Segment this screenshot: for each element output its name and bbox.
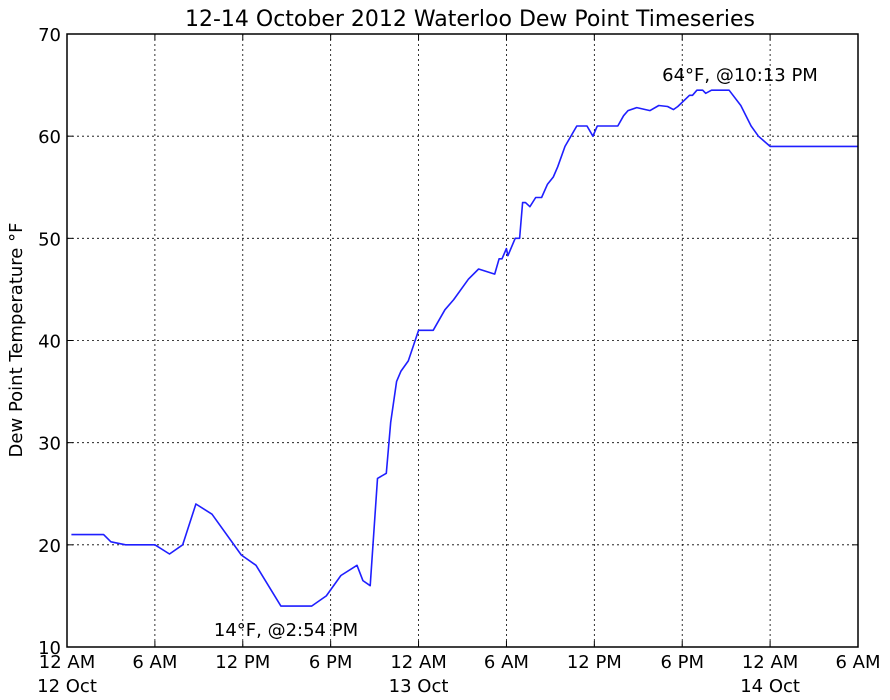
x-tick-label: 12 AM <box>742 652 798 673</box>
axis-ticks: 10 20 30 40 50 60 70 12 AM 12 Oct 6 AM 12 PM 6 PM 12… <box>37 25 880 697</box>
min-annotation: 14°F, @2:54 PM <box>214 620 358 641</box>
series-layer <box>71 89 858 607</box>
x-tick-label: 6 PM <box>309 652 353 673</box>
y-tick-label: 60 <box>38 127 61 148</box>
x-tick-label: 6 PM <box>660 652 704 673</box>
x-tick-label: 12 PM <box>567 652 622 673</box>
y-tick-label: 20 <box>38 536 61 557</box>
max-annotation: 64°F, @10:13 PM <box>662 65 818 86</box>
y-tick-label: 30 <box>38 434 61 455</box>
x-tick-label: 6 AM <box>484 652 529 673</box>
x-date-label: 12 Oct <box>37 676 97 697</box>
x-tick-label: 12 PM <box>215 652 270 673</box>
y-axis-label: Dew Point Temperature °F <box>6 223 27 458</box>
y-tick-label: 70 <box>38 25 61 46</box>
x-date-label: 14 Oct <box>740 676 800 697</box>
x-tick-label: 6 AM <box>132 652 177 673</box>
grid-lines <box>66 33 859 648</box>
y-tick-label: 40 <box>38 332 61 353</box>
x-date-label: 13 Oct <box>389 676 449 697</box>
dew-point-series-line <box>71 89 858 607</box>
y-tick-label: 50 <box>38 229 61 250</box>
x-tick-label: 6 AM <box>835 652 880 673</box>
x-tick-label: 12 AM <box>39 652 95 673</box>
chart-title: 12-14 October 2012 Waterloo Dew Point Ti… <box>185 7 755 32</box>
y-tick-label: 10 <box>38 638 61 659</box>
x-tick-label: 12 AM <box>390 652 446 673</box>
